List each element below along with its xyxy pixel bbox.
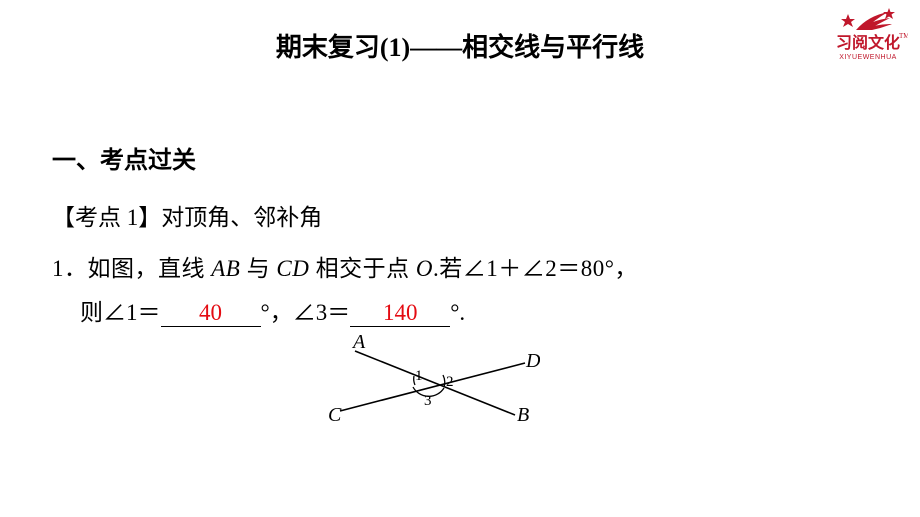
label-c: C (328, 404, 342, 426)
section-heading: 一、考点过关 (52, 140, 196, 175)
blank-2: 140 (350, 301, 450, 327)
page-title: 期末复习(1)——相交线与平行线 (0, 27, 920, 64)
label-a: A (351, 333, 366, 353)
q1-text-prefix: 1．如图，直线 (52, 256, 211, 281)
q1-text-end: ， (614, 256, 638, 281)
q1-text-mid3: .若∠1＋∠2＝80 (433, 256, 605, 281)
arc-2 (443, 375, 445, 387)
q1-text-mid2: 相交于点 (309, 256, 416, 281)
q1-deg-2: ° (261, 300, 270, 325)
question-1-line-2: 则∠1＝40°，∠3＝140°. (80, 293, 465, 327)
intersection-diagram: A B C D 1 2 3 (320, 333, 540, 433)
exam-point-topic: 对顶角、邻补角 (161, 205, 322, 230)
answer-1: 40 (199, 300, 222, 325)
q1-ab: AB (211, 256, 240, 281)
label-b: B (517, 404, 529, 426)
question-1-line-1: 1．如图，直线 AB 与 CD 相交于点 O.若∠1＋∠2＝80°， (52, 249, 638, 283)
diagram-svg: A B C D 1 2 3 (320, 333, 540, 428)
line-ab (355, 351, 515, 415)
q1-text-mid1: 与 (240, 256, 276, 281)
q1-deg-1: ° (605, 256, 615, 281)
angle-1-label: 1 (415, 368, 423, 384)
exam-point-label: 【考点 1】 (52, 205, 161, 230)
label-d: D (525, 350, 540, 372)
angle-2-label: 2 (446, 374, 454, 390)
q1-o: O (416, 256, 433, 281)
q1-cd: CD (276, 256, 309, 281)
blank-1: 40 (161, 301, 261, 327)
angle-3-label: 3 (424, 393, 432, 409)
q1-line2-a: 则∠1＝ (80, 300, 161, 325)
exam-point-1: 【考点 1】对顶角、邻补角 (52, 198, 322, 232)
answer-2: 140 (383, 300, 418, 325)
line-cd (340, 363, 525, 411)
q1-line2-c: . (459, 300, 465, 325)
q1-line2-b: ，∠3＝ (270, 300, 351, 325)
